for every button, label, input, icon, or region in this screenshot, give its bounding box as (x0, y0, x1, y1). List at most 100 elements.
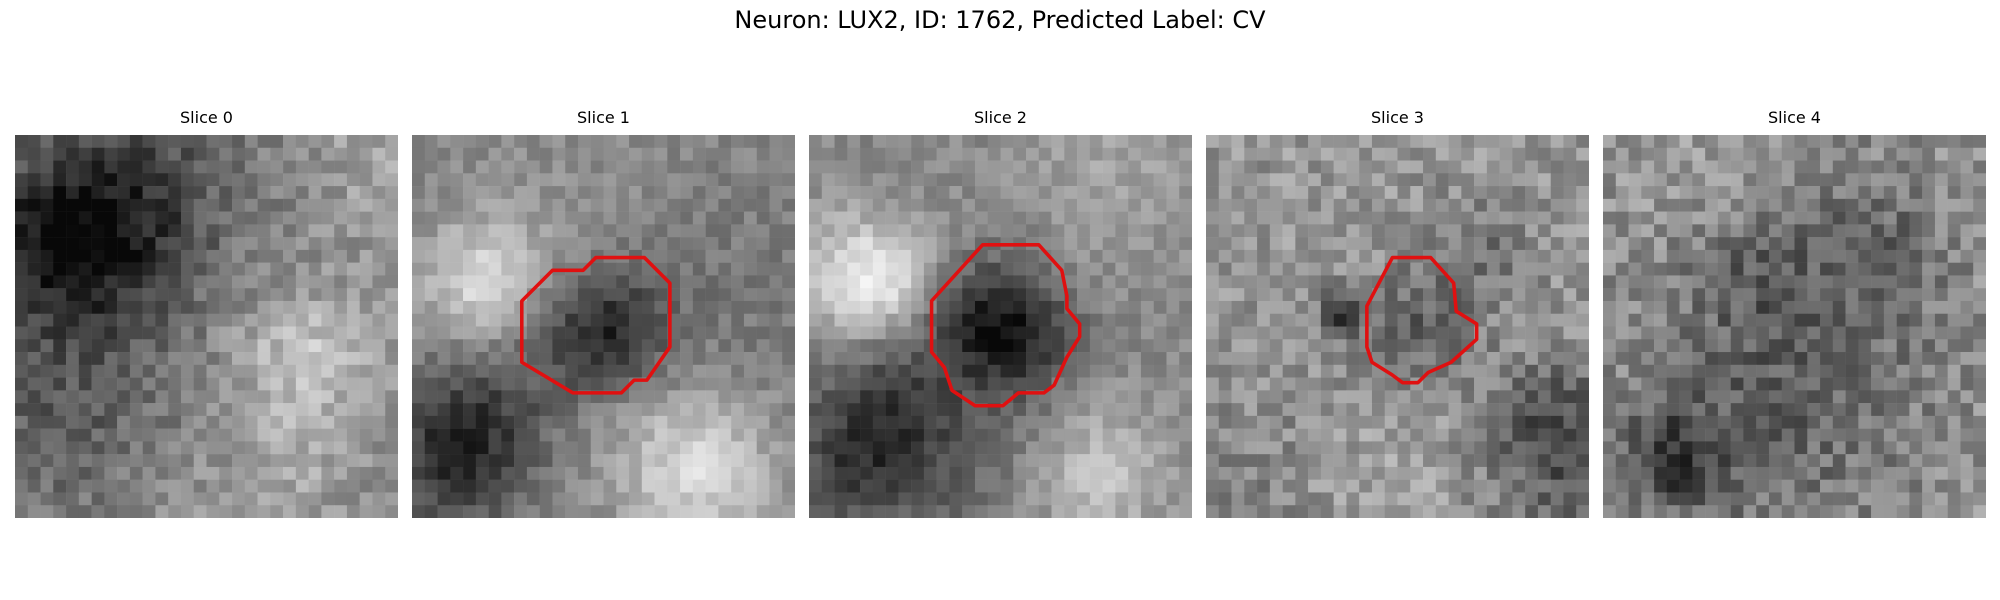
pixel (1486, 186, 1500, 200)
pixel (1871, 466, 1885, 480)
pixel (1512, 352, 1526, 366)
pixel (949, 173, 963, 187)
pixel (78, 505, 92, 518)
pixel (590, 377, 604, 391)
pixel (974, 390, 988, 404)
pixel (450, 492, 464, 506)
pixel (1423, 300, 1437, 314)
pixel (1486, 300, 1500, 314)
pixel (514, 186, 528, 200)
pixel (1615, 339, 1629, 353)
pixel (680, 160, 694, 174)
pixel (1128, 288, 1142, 302)
pixel (308, 326, 322, 340)
pixel (1308, 454, 1322, 468)
pixel (1140, 403, 1154, 417)
pixel (1512, 249, 1526, 263)
pixel (1384, 147, 1398, 161)
pixel (603, 466, 617, 480)
pixel (1231, 275, 1245, 289)
pixel (654, 415, 668, 429)
pixel (1679, 160, 1693, 174)
pixel (104, 275, 118, 289)
pixel (180, 237, 194, 251)
pixel (1359, 364, 1373, 378)
pixel (1346, 352, 1360, 366)
pixel (1115, 249, 1129, 263)
pixel (1679, 479, 1693, 493)
pixel (244, 313, 258, 327)
pixel (782, 160, 795, 174)
pixel (692, 403, 706, 417)
pixel (1435, 377, 1449, 391)
pixel (1435, 186, 1449, 200)
pixel (385, 224, 398, 238)
pixel (1051, 403, 1065, 417)
pixel (219, 364, 233, 378)
pixel (475, 198, 489, 212)
pixel (1206, 466, 1220, 480)
pixel (769, 403, 783, 417)
pixel (821, 479, 835, 493)
pixel (756, 441, 770, 455)
pixel (1654, 147, 1668, 161)
pixel (1102, 479, 1116, 493)
pixel (1679, 505, 1693, 518)
pixel (321, 326, 335, 340)
pixel (1525, 339, 1539, 353)
pixel (1115, 390, 1129, 404)
pixel (809, 428, 823, 442)
pixel (334, 479, 348, 493)
pixel (117, 300, 131, 314)
pixel (283, 288, 297, 302)
pixel (1717, 198, 1731, 212)
pixel (680, 403, 694, 417)
pixel (860, 211, 874, 225)
pixel (1563, 326, 1577, 340)
pixel (743, 237, 757, 251)
pixel (911, 224, 925, 238)
pixel (1371, 492, 1385, 506)
pixel (1269, 415, 1283, 429)
pixel (193, 249, 207, 263)
pixel (1947, 186, 1961, 200)
pixel (860, 326, 874, 340)
pixel (155, 211, 169, 225)
pixel (1333, 352, 1347, 366)
pixel (78, 198, 92, 212)
pixel (1973, 300, 1986, 314)
pixel (731, 441, 745, 455)
pixel (860, 173, 874, 187)
pixel (1973, 339, 1986, 353)
pixel (1077, 415, 1091, 429)
pixel (667, 428, 681, 442)
pixel (193, 403, 207, 417)
pixel (1346, 466, 1360, 480)
pixel (936, 262, 950, 276)
pixel (308, 224, 322, 238)
pixel (1410, 466, 1424, 480)
pixel (283, 377, 297, 391)
pixel (1973, 428, 1986, 442)
pixel (1282, 377, 1296, 391)
pixel (1295, 415, 1309, 429)
pixel (911, 262, 925, 276)
pixel (1781, 415, 1795, 429)
pixel (1896, 377, 1910, 391)
pixel (949, 403, 963, 417)
pixel (1960, 454, 1974, 468)
pixel (1206, 249, 1220, 263)
pixel (1679, 135, 1693, 149)
pixel (104, 173, 118, 187)
pixel (1973, 224, 1986, 238)
pixel (488, 377, 502, 391)
pixel (923, 262, 937, 276)
pixel (1308, 505, 1322, 518)
pixel (1743, 441, 1757, 455)
pixel (437, 505, 451, 518)
pixel (821, 160, 835, 174)
pixel (898, 364, 912, 378)
pixel (501, 352, 515, 366)
pixel (1909, 147, 1923, 161)
pixel (847, 352, 861, 366)
